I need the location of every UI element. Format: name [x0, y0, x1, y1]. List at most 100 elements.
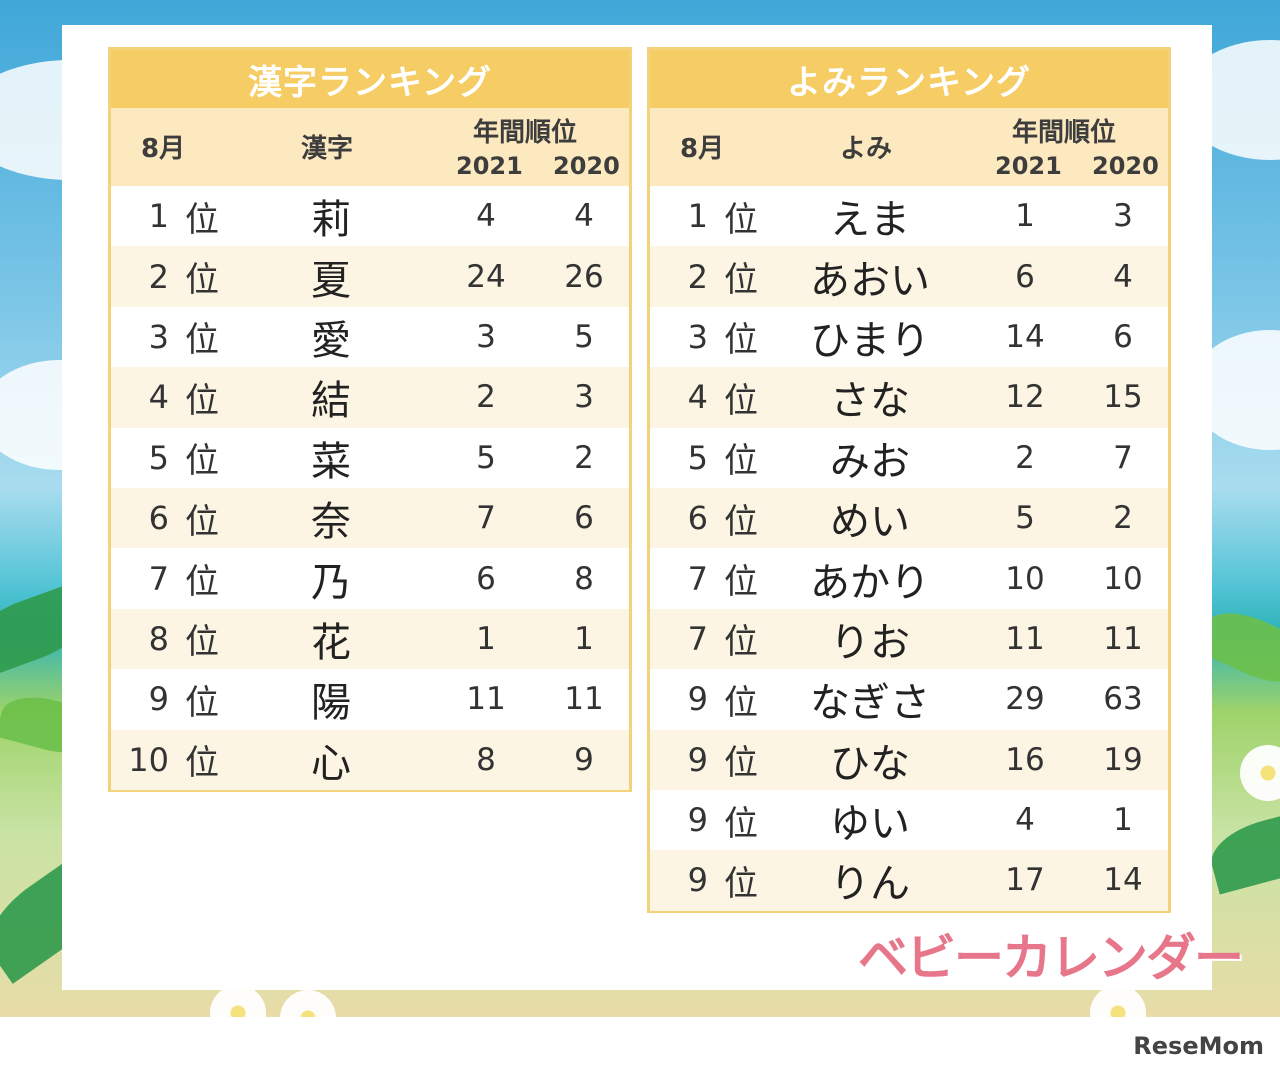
name-kanji: 夏 [311, 257, 351, 304]
rank-suffix: 位 [724, 320, 758, 361]
rank-suffix: 位 [724, 380, 758, 421]
column-annual-rank-label: 年間順位 [1012, 118, 1117, 148]
rank-suffix: 位 [185, 501, 219, 542]
annual-rank-2021: 17 [1005, 862, 1045, 899]
annual-rank-2021: 1 [476, 620, 496, 657]
annual-rank-2020: 6 [574, 500, 594, 537]
name-yomi: ゆい [830, 801, 910, 848]
name-yomi: えま [830, 197, 910, 244]
annual-rank-2020: 5 [574, 318, 594, 355]
annual-rank-2020: 26 [564, 258, 604, 295]
name-yomi: みお [830, 438, 910, 485]
annual-rank-2020: 63 [1103, 681, 1143, 718]
rank-suffix: 位 [724, 199, 758, 240]
name-kanji: 奈 [311, 499, 351, 546]
table-row: 9 位 ゆい 4 1 [650, 790, 1168, 850]
rank-suffix: 位 [724, 501, 758, 542]
rank-number: 6 [148, 499, 169, 538]
table-row: 9 位 りん 17 14 [650, 850, 1168, 911]
name-kanji: 愛 [311, 317, 351, 364]
annual-rank-2021: 2 [476, 379, 496, 416]
table-row: 7 位 あかり 10 10 [650, 548, 1168, 608]
rank-number: 9 [687, 861, 708, 900]
annual-rank-2021: 12 [1005, 379, 1045, 416]
rank-number: 7 [687, 619, 708, 658]
annual-rank-2021: 4 [1015, 802, 1035, 839]
annual-rank-2021: 3 [476, 318, 496, 355]
table-row: 9 位 陽 11 11 [111, 669, 629, 729]
annual-rank-2020: 2 [1113, 500, 1133, 537]
annual-rank-2021: 5 [476, 439, 496, 476]
column-year-2020-label: 2020 [1092, 152, 1159, 180]
annual-rank-2020: 7 [1113, 439, 1133, 476]
rank-number: 9 [687, 740, 708, 779]
annual-rank-2021: 10 [1005, 560, 1045, 597]
name-yomi: ひな [830, 740, 910, 787]
annual-rank-2020: 8 [574, 560, 594, 597]
rank-number: 7 [148, 559, 169, 598]
annual-rank-2020: 4 [1113, 258, 1133, 295]
yomi-table-title: よみランキング [650, 50, 1168, 108]
kanji-table-body: 1 位莉 4 4 2 位夏 24 26 3 位愛 3 5 4 位結 2 3 5 位菜 5 2 6 位奈 7 6 7 位乃 6 8 8 位花… [111, 186, 629, 790]
name-yomi: めい [830, 499, 910, 546]
rank-number: 8 [148, 619, 169, 658]
annual-rank-2020: 10 [1103, 560, 1143, 597]
yomi-ranking-table: よみランキング 8月 よみ 年間順位 2021 2020 1 位えま 1 3 2 位あおい… [647, 47, 1171, 913]
column-annual-rank-label: 年間順位 [473, 118, 578, 148]
annual-rank-2020: 6 [1113, 318, 1133, 355]
name-kanji: 心 [311, 740, 351, 787]
table-row: 9 位 ひな 16 19 [650, 729, 1168, 790]
column-year-2021-label: 2021 [456, 152, 523, 180]
rank-number: 5 [687, 438, 708, 477]
rank-number: 4 [148, 378, 169, 417]
plumeria-flower-icon [1240, 745, 1280, 801]
rank-number: 7 [687, 559, 708, 598]
name-kanji: 乃 [311, 559, 351, 606]
annual-rank-2021: 11 [1005, 620, 1045, 657]
annual-rank-2020: 14 [1103, 862, 1143, 899]
rank-suffix: 位 [185, 562, 219, 603]
rank-number: 1 [687, 197, 708, 236]
name-yomi: りお [830, 619, 910, 666]
column-month-label: 8月 [680, 134, 725, 164]
rank-suffix: 位 [185, 622, 219, 663]
rank-number: 9 [687, 680, 708, 719]
table-row: 2 位 夏 24 26 [111, 246, 629, 307]
table-row: 7 位 りお 11 11 [650, 608, 1168, 670]
column-month-label: 8月 [141, 134, 186, 164]
name-yomi: あおい [810, 257, 930, 304]
rank-number: 3 [687, 317, 708, 356]
annual-rank-2020: 15 [1103, 379, 1143, 416]
annual-rank-2021: 14 [1005, 318, 1045, 355]
annual-rank-2021: 16 [1005, 741, 1045, 778]
annual-rank-2021: 11 [466, 681, 506, 718]
rank-suffix: 位 [724, 260, 758, 301]
annual-rank-2020: 1 [574, 620, 594, 657]
annual-rank-2020: 11 [564, 681, 604, 718]
rank-number: 2 [148, 257, 169, 296]
name-yomi: なぎさ [810, 680, 930, 727]
kanji-table-title: 漢字ランキング [111, 50, 629, 108]
rank-number: 2 [687, 257, 708, 296]
name-kanji: 結 [311, 378, 351, 425]
annual-rank-2020: 3 [1113, 198, 1133, 235]
rank-suffix: 位 [185, 260, 219, 301]
rank-suffix: 位 [724, 562, 758, 603]
column-year-2021-label: 2021 [995, 152, 1062, 180]
annual-rank-2021: 8 [476, 741, 496, 778]
rank-number: 3 [148, 317, 169, 356]
rank-number: 6 [687, 499, 708, 538]
name-yomi: りん [830, 861, 910, 908]
annual-rank-2020: 3 [574, 379, 594, 416]
name-kanji: 花 [311, 619, 351, 666]
rank-suffix: 位 [185, 743, 219, 784]
annual-rank-2021: 29 [1005, 681, 1045, 718]
rank-suffix: 位 [185, 682, 219, 723]
annual-rank-2020: 2 [574, 439, 594, 476]
annual-rank-2021: 24 [466, 258, 506, 295]
